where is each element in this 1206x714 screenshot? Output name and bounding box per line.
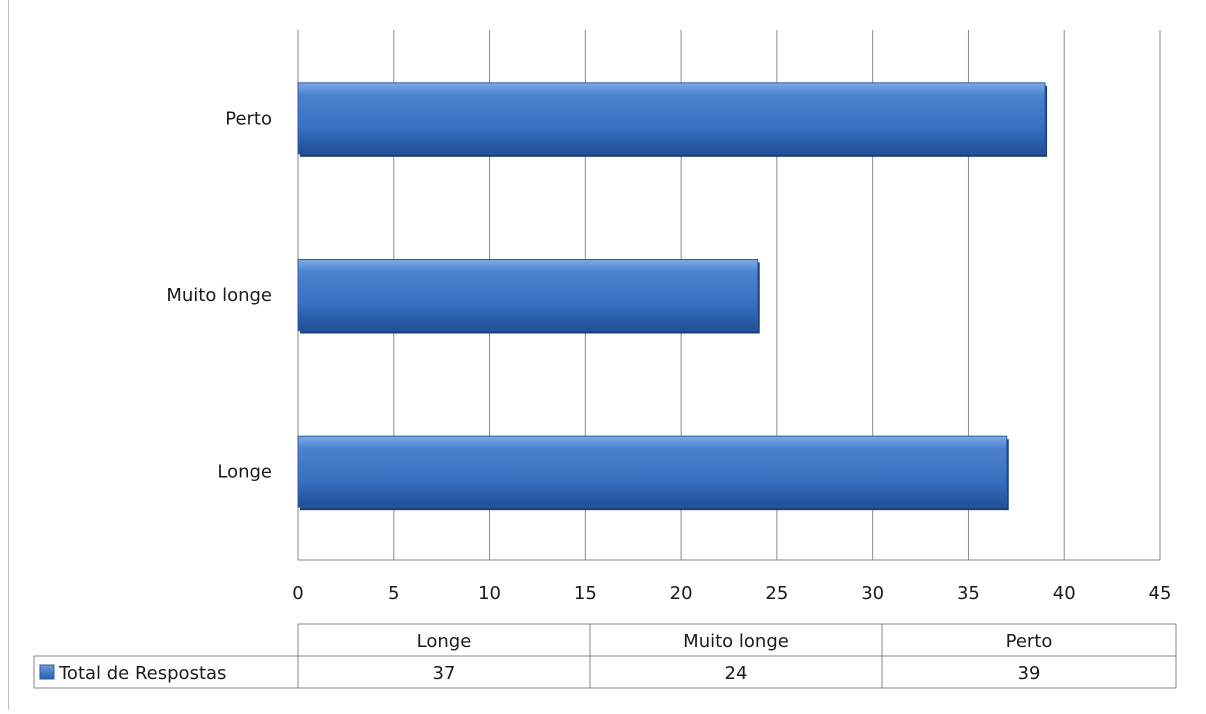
table-header-0: Longe (417, 631, 472, 652)
legend-series-name: Total de Respostas (58, 663, 226, 684)
x-tick-label-4: 20 (670, 583, 693, 604)
y-tick-label-1: Muito longe (166, 285, 272, 306)
label-layer: Longe Muito longe Perto 0 5 10 15 20 25 30 35 40 45 (166, 108, 1171, 604)
x-tick-label-1: 5 (388, 583, 399, 604)
x-tick-label-8: 40 (1053, 583, 1076, 604)
x-tick-label-7: 35 (957, 583, 980, 604)
x-tick-label-6: 30 (861, 583, 884, 604)
table-header-2: Perto (1006, 631, 1053, 652)
x-tick-label-0: 0 (292, 583, 303, 604)
left-border-line (8, 0, 9, 710)
y-tick-label-0: Longe (217, 462, 272, 483)
x-tick-label-2: 10 (478, 583, 501, 604)
bar-0 (297, 435, 1008, 508)
table-value-2: 39 (1018, 663, 1041, 684)
x-tick-label-5: 25 (765, 583, 788, 604)
table-value-1: 24 (725, 663, 748, 684)
x-tick-label-3: 15 (574, 583, 597, 604)
x-tick-label-9: 45 (1149, 583, 1172, 604)
bar-2 (297, 82, 1046, 155)
data-table: Longe Muito longe Perto Total de Respostas 3… (33, 623, 1177, 689)
y-tick-label-2: Perto (225, 108, 272, 129)
table-value-0: 37 (433, 663, 456, 684)
table-header-1: Muito longe (683, 631, 789, 652)
bar-layer (297, 82, 1048, 511)
bar-1 (297, 259, 759, 331)
legend-key-swatch (39, 664, 55, 680)
